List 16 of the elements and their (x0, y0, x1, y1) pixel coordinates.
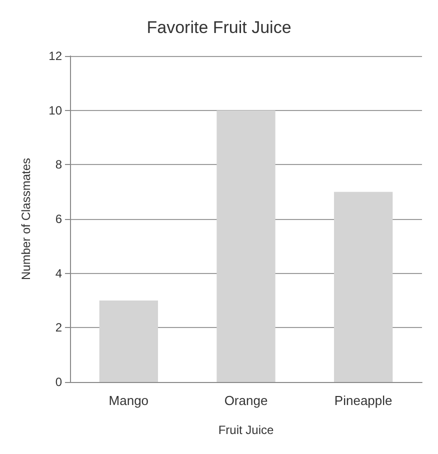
bar (99, 300, 158, 382)
chart-title: Favorite Fruit Juice (146, 18, 292, 37)
y-tick-label: 4 (55, 266, 62, 280)
y-tick-label: 6 (55, 212, 62, 226)
y-tick-label: 8 (55, 158, 62, 172)
y-tick-label: 10 (48, 103, 62, 118)
x-tick-label: Mango (108, 393, 149, 408)
y-tick-label: 2 (55, 320, 62, 335)
x-axis-title: Fruit Juice (218, 423, 274, 437)
y-tick-label: 0 (55, 375, 62, 389)
y-tick-label: 12 (48, 49, 62, 63)
bar (334, 192, 393, 382)
x-tick-label: Orange (224, 393, 268, 408)
x-tick-label: Pineapple (334, 393, 392, 408)
bar (216, 110, 276, 382)
y-axis-title: Number of Classmates (19, 158, 33, 280)
